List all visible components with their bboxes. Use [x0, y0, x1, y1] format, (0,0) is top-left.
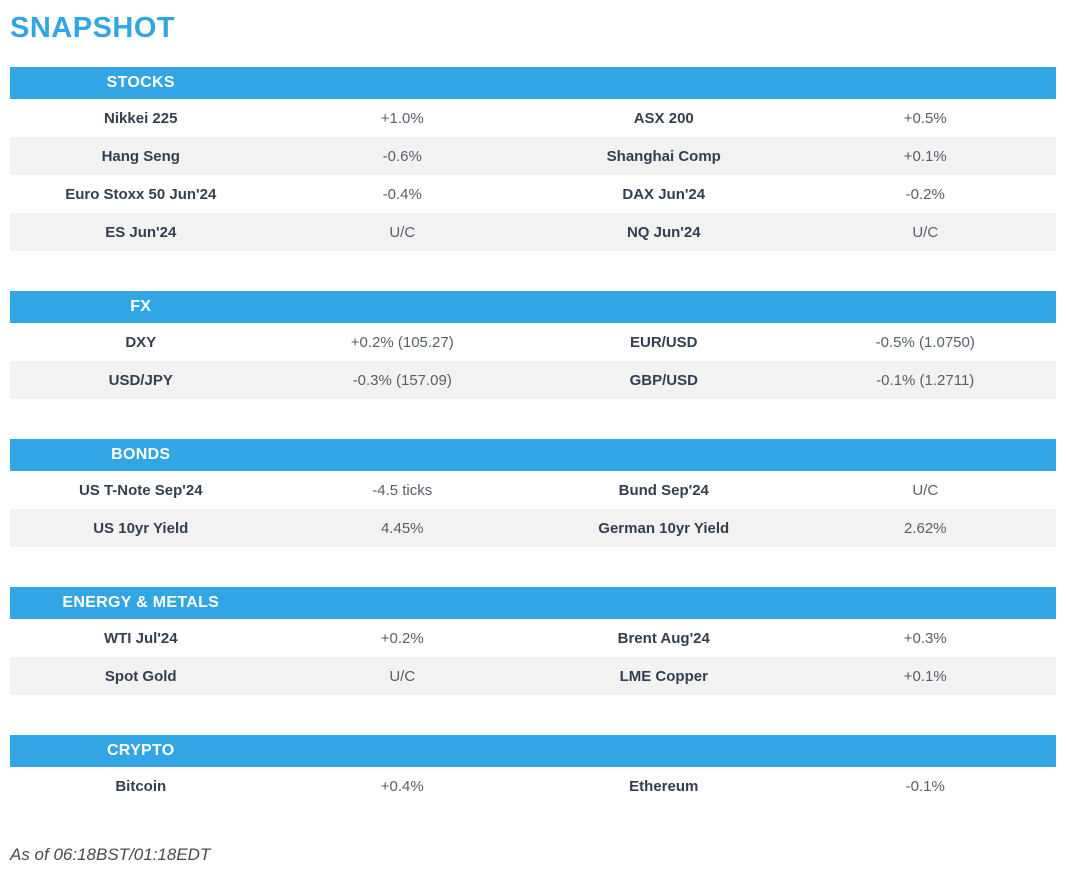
table-row: USD/JPY -0.3% (157.09) GBP/USD -0.1% (1.…	[10, 361, 1056, 399]
instrument-value: +0.3%	[903, 629, 947, 647]
instrument-value: +1.0%	[380, 109, 424, 127]
section-fx: FX DXY +0.2% (105.27) EUR/USD -0.5% (1.0…	[10, 291, 1056, 399]
instrument-value: -0.5% (1.0750)	[875, 333, 975, 351]
instrument-label: ASX 200	[633, 109, 694, 127]
instrument-label: USD/JPY	[108, 371, 173, 389]
table-row: US T-Note Sep'24 -4.5 ticks Bund Sep'24 …	[10, 471, 1056, 509]
instrument-label: ES Jun'24	[105, 223, 177, 241]
instrument-label: DXY	[125, 333, 157, 351]
section-header-label: FX	[130, 298, 152, 315]
instrument-label: EUR/USD	[629, 333, 698, 351]
table-row: Euro Stoxx 50 Jun'24 -0.4% DAX Jun'24 -0…	[10, 175, 1056, 213]
table-row: Bitcoin +0.4% Ethereum -0.1%	[10, 767, 1056, 805]
table-row: Spot Gold U/C LME Copper +0.1%	[10, 657, 1056, 695]
instrument-label: Shanghai Comp	[606, 147, 721, 165]
section-bonds: BONDS US T-Note Sep'24 -4.5 ticks Bund S…	[10, 439, 1056, 547]
instrument-label: GBP/USD	[629, 371, 698, 389]
instrument-label: Nikkei 225	[104, 109, 178, 127]
instrument-label: German 10yr Yield	[598, 519, 730, 537]
instrument-value: -0.6%	[382, 147, 422, 165]
instrument-value: +0.4%	[380, 777, 424, 795]
instrument-label: Brent Aug'24	[617, 629, 710, 647]
table-row: US 10yr Yield 4.45% German 10yr Yield 2.…	[10, 509, 1056, 547]
instrument-label: US T-Note Sep'24	[78, 481, 203, 499]
instrument-label: Bitcoin	[115, 777, 167, 795]
section-stocks: STOCKS Nikkei 225 +1.0% ASX 200 +0.5% Ha…	[10, 67, 1056, 251]
instrument-value: -0.1%	[905, 777, 945, 795]
instrument-value: 2.62%	[903, 519, 947, 537]
instrument-label: NQ Jun'24	[626, 223, 701, 241]
table-row: ES Jun'24 U/C NQ Jun'24 U/C	[10, 213, 1056, 251]
instrument-label: LME Copper	[619, 667, 708, 685]
instrument-value: -0.4%	[382, 185, 422, 203]
section-crypto: CRYPTO Bitcoin +0.4% Ethereum -0.1%	[10, 735, 1056, 805]
section-header-bar: BONDS	[10, 439, 1056, 471]
instrument-label: Bund Sep'24	[618, 481, 709, 499]
section-header-bar: CRYPTO	[10, 735, 1056, 767]
instrument-value: U/C	[389, 223, 416, 241]
section-header-label: STOCKS	[106, 74, 175, 91]
section-header-bar: FX	[10, 291, 1056, 323]
instrument-label: DAX Jun'24	[622, 185, 706, 203]
instrument-label: Hang Seng	[101, 147, 180, 165]
instrument-value: +0.5%	[903, 109, 947, 127]
footer-timestamp: As of 06:18BST/01:18EDT	[10, 845, 211, 864]
table-row: DXY +0.2% (105.27) EUR/USD -0.5% (1.0750…	[10, 323, 1056, 361]
section-header-label: BONDS	[111, 446, 171, 463]
section-header-bar: STOCKS	[10, 67, 1056, 99]
table-row: WTI Jul'24 +0.2% Brent Aug'24 +0.3%	[10, 619, 1056, 657]
instrument-label: Ethereum	[629, 777, 699, 795]
instrument-value: U/C	[912, 223, 939, 241]
section-header-bar: ENERGY & METALS	[10, 587, 1056, 619]
instrument-value: -4.5 ticks	[372, 481, 433, 499]
instrument-value: -0.2%	[905, 185, 945, 203]
instrument-label: WTI Jul'24	[103, 629, 178, 647]
instrument-value: +0.2% (105.27)	[350, 333, 454, 351]
section-header-label: ENERGY & METALS	[62, 594, 220, 611]
instrument-value: U/C	[389, 667, 416, 685]
instrument-value: -0.1% (1.2711)	[876, 371, 975, 389]
table-row: Hang Seng -0.6% Shanghai Comp +0.1%	[10, 137, 1056, 175]
instrument-value: -0.3% (157.09)	[352, 371, 452, 389]
instrument-value: U/C	[912, 481, 939, 499]
instrument-value: 4.45%	[380, 519, 424, 537]
section-energy-metals: ENERGY & METALS WTI Jul'24 +0.2% Brent A…	[10, 587, 1056, 695]
instrument-value: +0.2%	[380, 629, 424, 647]
table-row: Nikkei 225 +1.0% ASX 200 +0.5%	[10, 99, 1056, 137]
instrument-value: +0.1%	[903, 667, 947, 685]
instrument-label: US 10yr Yield	[93, 519, 189, 537]
section-header-label: CRYPTO	[106, 742, 175, 759]
instrument-value: +0.1%	[903, 147, 947, 165]
page-title: SNAPSHOT	[10, 12, 176, 44]
instrument-label: Spot Gold	[104, 667, 177, 685]
instrument-label: Euro Stoxx 50 Jun'24	[65, 185, 217, 203]
